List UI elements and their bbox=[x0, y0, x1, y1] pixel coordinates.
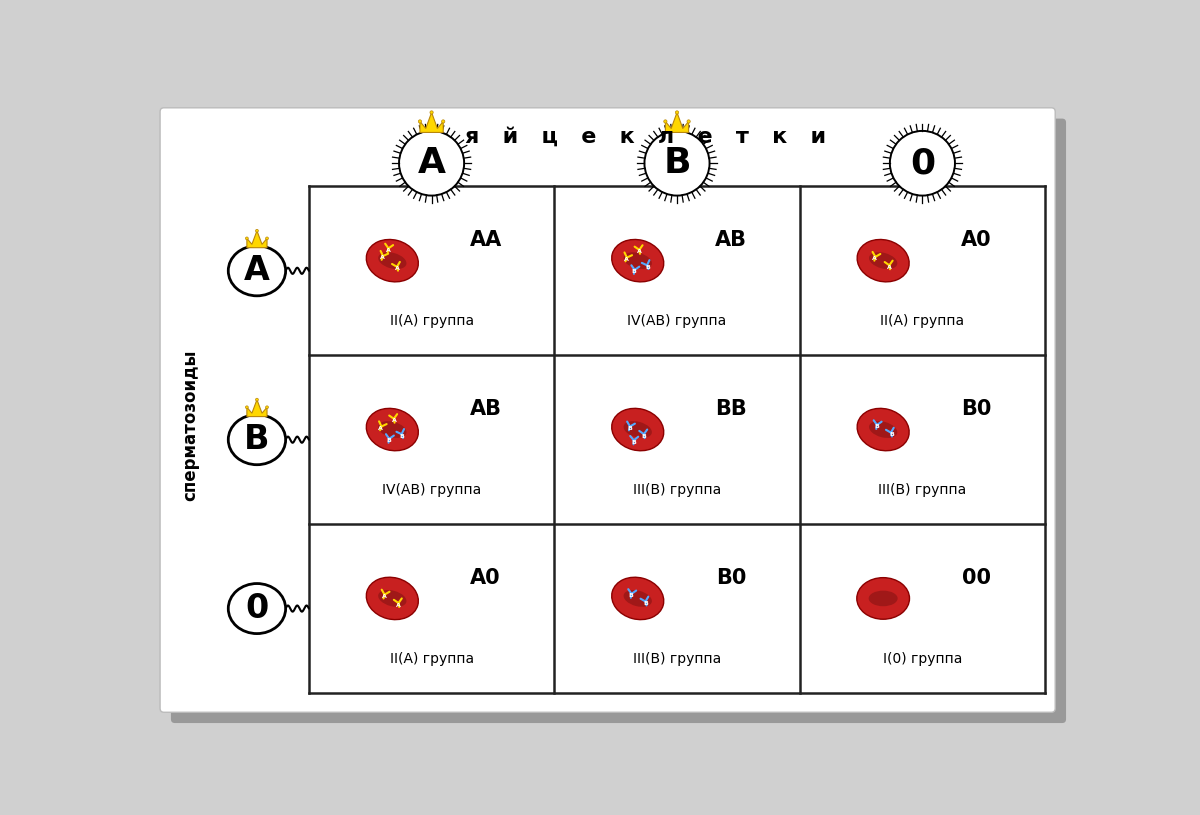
Ellipse shape bbox=[228, 246, 286, 296]
Text: B: B bbox=[245, 423, 270, 456]
Ellipse shape bbox=[378, 590, 407, 607]
Polygon shape bbox=[665, 112, 689, 133]
Text: A: A bbox=[872, 256, 877, 262]
Text: 0: 0 bbox=[245, 592, 269, 625]
Circle shape bbox=[890, 131, 955, 196]
Ellipse shape bbox=[612, 408, 664, 451]
Circle shape bbox=[256, 399, 258, 401]
Text: B: B bbox=[629, 593, 634, 598]
Circle shape bbox=[430, 111, 433, 114]
Text: A: A bbox=[418, 146, 445, 180]
Text: III(B) группа: III(B) группа bbox=[878, 483, 966, 497]
Ellipse shape bbox=[624, 253, 652, 269]
Ellipse shape bbox=[624, 590, 652, 607]
Text: я   й   ц   е   к   л   е   т   к   и: я й ц е к л е т к и bbox=[466, 126, 827, 147]
Ellipse shape bbox=[869, 421, 898, 438]
Circle shape bbox=[246, 237, 248, 240]
Ellipse shape bbox=[857, 578, 910, 619]
Circle shape bbox=[676, 111, 679, 114]
Text: A: A bbox=[382, 594, 386, 599]
Text: A: A bbox=[378, 426, 383, 431]
Text: B: B bbox=[632, 270, 637, 275]
Ellipse shape bbox=[624, 421, 652, 438]
Text: I(0) группа: I(0) группа bbox=[883, 652, 962, 666]
Circle shape bbox=[256, 229, 258, 232]
Circle shape bbox=[664, 120, 667, 123]
Ellipse shape bbox=[378, 253, 407, 269]
Ellipse shape bbox=[869, 253, 898, 269]
Text: IV(AB) группа: IV(AB) группа bbox=[382, 483, 481, 497]
Text: B: B bbox=[664, 146, 691, 180]
Text: II(A) группа: II(A) группа bbox=[390, 652, 474, 666]
Text: III(B) группа: III(B) группа bbox=[632, 483, 721, 497]
Polygon shape bbox=[247, 231, 268, 248]
Text: AA: AA bbox=[469, 231, 502, 250]
Text: B: B bbox=[646, 265, 650, 270]
Text: A0: A0 bbox=[961, 231, 991, 250]
Text: B: B bbox=[628, 426, 632, 431]
Text: A: A bbox=[380, 255, 385, 261]
Ellipse shape bbox=[228, 415, 286, 465]
Ellipse shape bbox=[366, 577, 419, 619]
Text: A: A bbox=[385, 248, 390, 253]
Circle shape bbox=[400, 131, 464, 196]
Circle shape bbox=[265, 237, 269, 240]
Text: BB: BB bbox=[715, 399, 746, 419]
Text: сперматозоиды: сперматозоиды bbox=[181, 350, 199, 500]
Text: II(A) группа: II(A) группа bbox=[881, 315, 965, 328]
Ellipse shape bbox=[612, 240, 664, 282]
Circle shape bbox=[265, 406, 269, 408]
Text: B: B bbox=[889, 432, 894, 437]
Text: 0: 0 bbox=[910, 146, 935, 180]
Circle shape bbox=[246, 406, 248, 408]
Circle shape bbox=[419, 120, 421, 123]
Text: B: B bbox=[874, 425, 880, 430]
Circle shape bbox=[442, 120, 445, 123]
Text: A: A bbox=[637, 249, 642, 254]
Text: A: A bbox=[391, 418, 397, 423]
Text: AB: AB bbox=[715, 231, 746, 250]
Ellipse shape bbox=[857, 408, 910, 451]
Ellipse shape bbox=[857, 240, 910, 282]
Text: B: B bbox=[400, 434, 404, 438]
Ellipse shape bbox=[612, 577, 664, 619]
Text: 00: 00 bbox=[962, 568, 991, 588]
Text: IV(AB) группа: IV(AB) группа bbox=[628, 315, 727, 328]
Text: B: B bbox=[643, 601, 648, 606]
Text: A: A bbox=[624, 257, 629, 262]
Ellipse shape bbox=[228, 584, 286, 633]
Ellipse shape bbox=[869, 591, 898, 606]
Text: III(B) группа: III(B) группа bbox=[632, 652, 721, 666]
Text: A: A bbox=[244, 254, 270, 288]
Text: A: A bbox=[396, 602, 401, 607]
Text: A: A bbox=[395, 267, 400, 271]
Circle shape bbox=[644, 131, 709, 196]
Text: B: B bbox=[386, 438, 391, 443]
Polygon shape bbox=[420, 112, 443, 133]
Ellipse shape bbox=[378, 421, 407, 438]
FancyBboxPatch shape bbox=[160, 108, 1055, 712]
Text: B: B bbox=[642, 434, 647, 438]
Text: A0: A0 bbox=[470, 568, 500, 588]
Text: B0: B0 bbox=[961, 399, 991, 419]
Text: AB: AB bbox=[469, 399, 502, 419]
Text: A: A bbox=[887, 265, 892, 270]
Polygon shape bbox=[247, 399, 268, 416]
Ellipse shape bbox=[366, 240, 419, 282]
Ellipse shape bbox=[366, 408, 419, 451]
Text: B: B bbox=[631, 440, 636, 445]
Text: II(A) группа: II(A) группа bbox=[390, 315, 474, 328]
Circle shape bbox=[686, 120, 690, 123]
FancyBboxPatch shape bbox=[170, 119, 1066, 723]
Text: B0: B0 bbox=[716, 568, 746, 588]
